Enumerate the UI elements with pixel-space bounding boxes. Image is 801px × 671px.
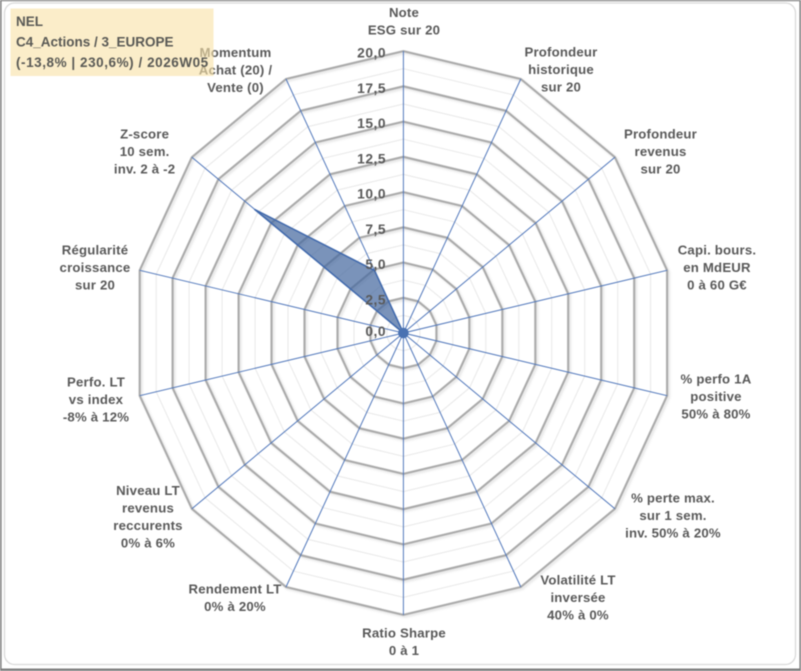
svg-text:Vente (0): Vente (0) (207, 80, 264, 95)
svg-text:15,0: 15,0 (357, 116, 386, 131)
svg-text:historique: historique (528, 62, 594, 77)
svg-text:Note: Note (389, 5, 419, 20)
svg-text:inv. 2 à -2: inv. 2 à -2 (114, 162, 175, 177)
svg-text:Rendement LT: Rendement LT (188, 582, 281, 597)
svg-text:20,0: 20,0 (357, 46, 386, 61)
svg-text:inversée: inversée (550, 590, 605, 605)
svg-text:17,5: 17,5 (357, 81, 386, 96)
svg-text:7,5: 7,5 (365, 222, 386, 237)
svg-text:Niveau LT: Niveau LT (116, 483, 180, 498)
svg-text:vs index: vs index (69, 392, 124, 407)
svg-text:Ratio Sharpe: Ratio Sharpe (362, 626, 446, 641)
svg-text:40% à 0%: 40% à 0% (547, 608, 609, 623)
svg-text:2,5: 2,5 (365, 292, 386, 307)
svg-text:Z-score: Z-score (120, 127, 169, 142)
svg-text:reccurents: reccurents (113, 518, 182, 533)
svg-text:0% à 6%: 0% à 6% (121, 536, 175, 551)
svg-text:-8% à 12%: -8% à 12% (63, 410, 129, 425)
svg-text:(-13,8% | 230,6%) / 2026W05: (-13,8% | 230,6%) / 2026W05 (16, 55, 209, 70)
svg-text:NEL: NEL (16, 14, 43, 29)
svg-text:% perte max.: % perte max. (631, 491, 715, 506)
svg-text:revenus: revenus (635, 144, 687, 159)
svg-text:Momentum: Momentum (200, 45, 272, 60)
svg-text:Régularité: Régularité (62, 243, 129, 258)
svg-text:10 sem.: 10 sem. (120, 144, 170, 159)
svg-text:ESG sur 20: ESG sur 20 (368, 23, 440, 38)
svg-text:sur 20: sur 20 (75, 278, 115, 293)
svg-text:0% à 20%: 0% à 20% (204, 599, 266, 614)
svg-text:Profondeur: Profondeur (524, 45, 597, 60)
svg-text:inv. 50% à 20%: inv. 50% à 20% (625, 526, 721, 541)
svg-text:0 à 1: 0 à 1 (389, 643, 419, 658)
svg-text:0,0: 0,0 (365, 324, 386, 339)
svg-text:Capi. bours.: Capi. bours. (678, 243, 757, 258)
svg-text:12,5: 12,5 (357, 151, 386, 166)
svg-text:sur 20: sur 20 (640, 162, 680, 177)
svg-text:C4_Actions / 3_EUROPE: C4_Actions / 3_EUROPE (16, 34, 174, 49)
svg-text:sur 1 sem.: sur 1 sem. (639, 508, 706, 523)
svg-text:10,0: 10,0 (357, 187, 386, 202)
svg-text:Volatilité LT: Volatilité LT (540, 573, 615, 588)
svg-text:% perfo 1A: % perfo 1A (681, 372, 752, 387)
svg-text:croissance: croissance (60, 260, 131, 275)
svg-text:Perfo. LT: Perfo. LT (67, 375, 125, 390)
svg-text:revenus: revenus (122, 501, 174, 516)
svg-text:Profondeur: Profondeur (624, 127, 697, 142)
svg-text:positive: positive (690, 389, 741, 404)
svg-text:Achat (20) /: Achat (20) / (199, 63, 273, 78)
svg-text:en MdEUR: en MdEUR (683, 260, 751, 275)
svg-text:50% à 80%: 50% à 80% (681, 407, 750, 422)
svg-text:0 à 60 G€: 0 à 60 G€ (687, 278, 747, 293)
svg-text:sur 20: sur 20 (541, 80, 581, 95)
svg-text:5,0: 5,0 (365, 257, 386, 272)
